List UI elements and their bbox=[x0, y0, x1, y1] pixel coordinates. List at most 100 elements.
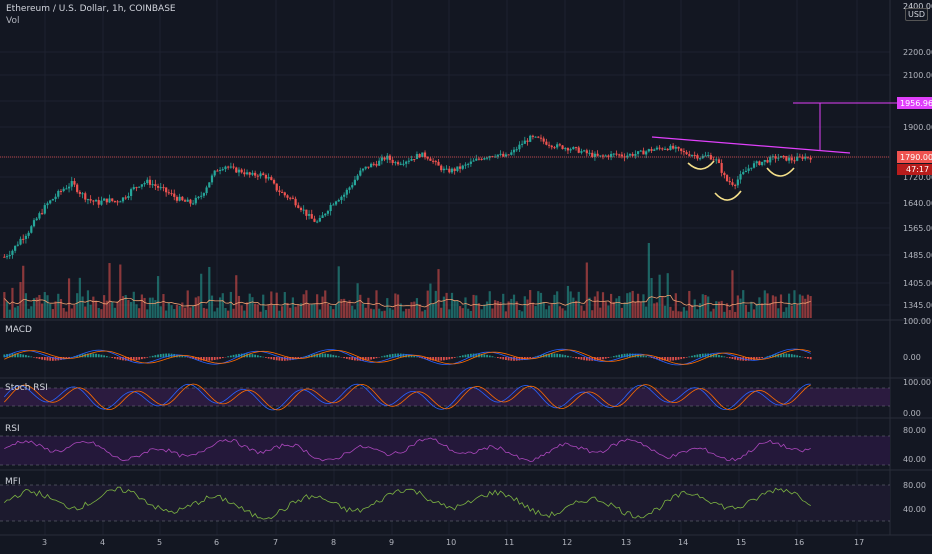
candle-body bbox=[3, 257, 5, 258]
macd-histogram-bar bbox=[141, 357, 143, 359]
symbol-title[interactable]: Ethereum / U.S. Dollar, 1h, COINBASE bbox=[6, 4, 176, 14]
macd-histogram-bar bbox=[386, 355, 388, 357]
volume-bar bbox=[553, 295, 555, 318]
candle-body bbox=[748, 168, 750, 170]
macd-histogram-bar bbox=[575, 357, 577, 358]
time-tick-label: 3 bbox=[42, 538, 47, 547]
currency-button[interactable]: USD bbox=[905, 8, 928, 21]
candle-body bbox=[448, 169, 450, 173]
volume-bar bbox=[95, 301, 97, 318]
candle-body bbox=[157, 186, 159, 188]
volume-bar bbox=[793, 290, 795, 318]
candle-body bbox=[359, 171, 361, 176]
volume-bar bbox=[408, 309, 410, 318]
stoch-rsi-label[interactable]: Stoch RSI bbox=[5, 383, 48, 393]
candle-body bbox=[357, 176, 359, 180]
macd-histogram-bar bbox=[36, 357, 38, 358]
candle-body bbox=[737, 180, 739, 186]
time-tick-label: 17 bbox=[854, 538, 864, 547]
candle-body bbox=[718, 159, 720, 163]
macd-histogram-bar bbox=[370, 357, 372, 360]
candle-body bbox=[135, 187, 137, 188]
macd-histogram-bar bbox=[39, 357, 41, 359]
macd-histogram-bar bbox=[608, 357, 610, 358]
candle-body bbox=[580, 151, 582, 153]
volume-label[interactable]: Vol bbox=[6, 16, 19, 26]
candle-body bbox=[389, 156, 391, 160]
volume-bar bbox=[410, 302, 412, 318]
volume-bar bbox=[766, 293, 768, 318]
macd-histogram-bar bbox=[554, 354, 556, 358]
candle-body bbox=[303, 210, 305, 211]
candle-body bbox=[694, 155, 696, 156]
volume-bar bbox=[100, 309, 102, 318]
volume-bar bbox=[76, 293, 78, 318]
mfi-label[interactable]: MFI bbox=[5, 477, 21, 487]
volume-bar bbox=[788, 294, 790, 318]
volume-bar bbox=[157, 276, 159, 318]
volume-bar bbox=[87, 290, 89, 318]
time-tick-label: 6 bbox=[214, 538, 219, 547]
rsi-label[interactable]: RSI bbox=[5, 424, 20, 434]
candle-body bbox=[419, 154, 421, 157]
candle-body bbox=[30, 226, 32, 232]
candle-body bbox=[114, 201, 116, 202]
volume-bar bbox=[656, 302, 658, 318]
macd-histogram-bar bbox=[214, 357, 216, 360]
volume-bar bbox=[52, 309, 54, 318]
volume-bar bbox=[98, 308, 100, 318]
candle-body bbox=[49, 200, 51, 203]
macd-label[interactable]: MACD bbox=[5, 325, 32, 335]
volume-bar bbox=[303, 294, 305, 318]
candle-body bbox=[602, 155, 604, 156]
time-tick-label: 14 bbox=[678, 538, 688, 547]
candle-body bbox=[739, 174, 741, 179]
volume-bar bbox=[801, 296, 803, 318]
macd-histogram-bar bbox=[570, 357, 572, 358]
candle-body bbox=[656, 148, 658, 150]
macd-histogram-bar bbox=[376, 357, 378, 358]
candle-body bbox=[613, 154, 615, 155]
volume-bar bbox=[605, 302, 607, 318]
candle-body bbox=[330, 205, 332, 211]
candle-body bbox=[117, 201, 119, 202]
volume-bar bbox=[281, 306, 283, 318]
volume-bar bbox=[108, 263, 110, 318]
volume-bar bbox=[691, 305, 693, 318]
volume-bar bbox=[338, 266, 340, 318]
volume-bar bbox=[270, 291, 272, 318]
candle-body bbox=[176, 197, 178, 201]
volume-bar bbox=[313, 304, 315, 318]
candlestick-series bbox=[3, 135, 812, 260]
candle-body bbox=[766, 160, 768, 162]
macd-histogram-bar bbox=[761, 357, 763, 358]
volume-bar bbox=[41, 304, 43, 318]
volume-bar bbox=[165, 311, 167, 318]
volume-bar bbox=[758, 297, 760, 318]
candle-body bbox=[712, 159, 714, 160]
volume-bar bbox=[146, 309, 148, 318]
volume-bar bbox=[365, 308, 367, 318]
macd-histogram-bar bbox=[446, 357, 448, 360]
volume-bar bbox=[580, 306, 582, 318]
candle-body bbox=[556, 144, 558, 147]
candle-body bbox=[642, 151, 644, 155]
candle-body bbox=[60, 191, 62, 192]
head-arc bbox=[715, 191, 741, 200]
time-tick-label: 7 bbox=[273, 538, 278, 547]
volume-bar bbox=[588, 298, 590, 318]
price-tick-label: 1565.00 bbox=[903, 224, 932, 233]
candle-body bbox=[634, 154, 636, 156]
candle-body bbox=[432, 161, 434, 162]
candle-body bbox=[516, 149, 518, 150]
candle-body bbox=[621, 155, 623, 157]
macd-histogram-bar bbox=[351, 357, 353, 360]
macd-histogram-bar bbox=[154, 355, 156, 357]
macd-histogram-bar bbox=[438, 357, 440, 361]
volume-bar bbox=[632, 291, 634, 318]
candle-body bbox=[729, 181, 731, 182]
macd-tick-label: 100.00 bbox=[903, 317, 931, 326]
macd-histogram-bar bbox=[721, 356, 723, 358]
volume-bar bbox=[472, 295, 474, 318]
